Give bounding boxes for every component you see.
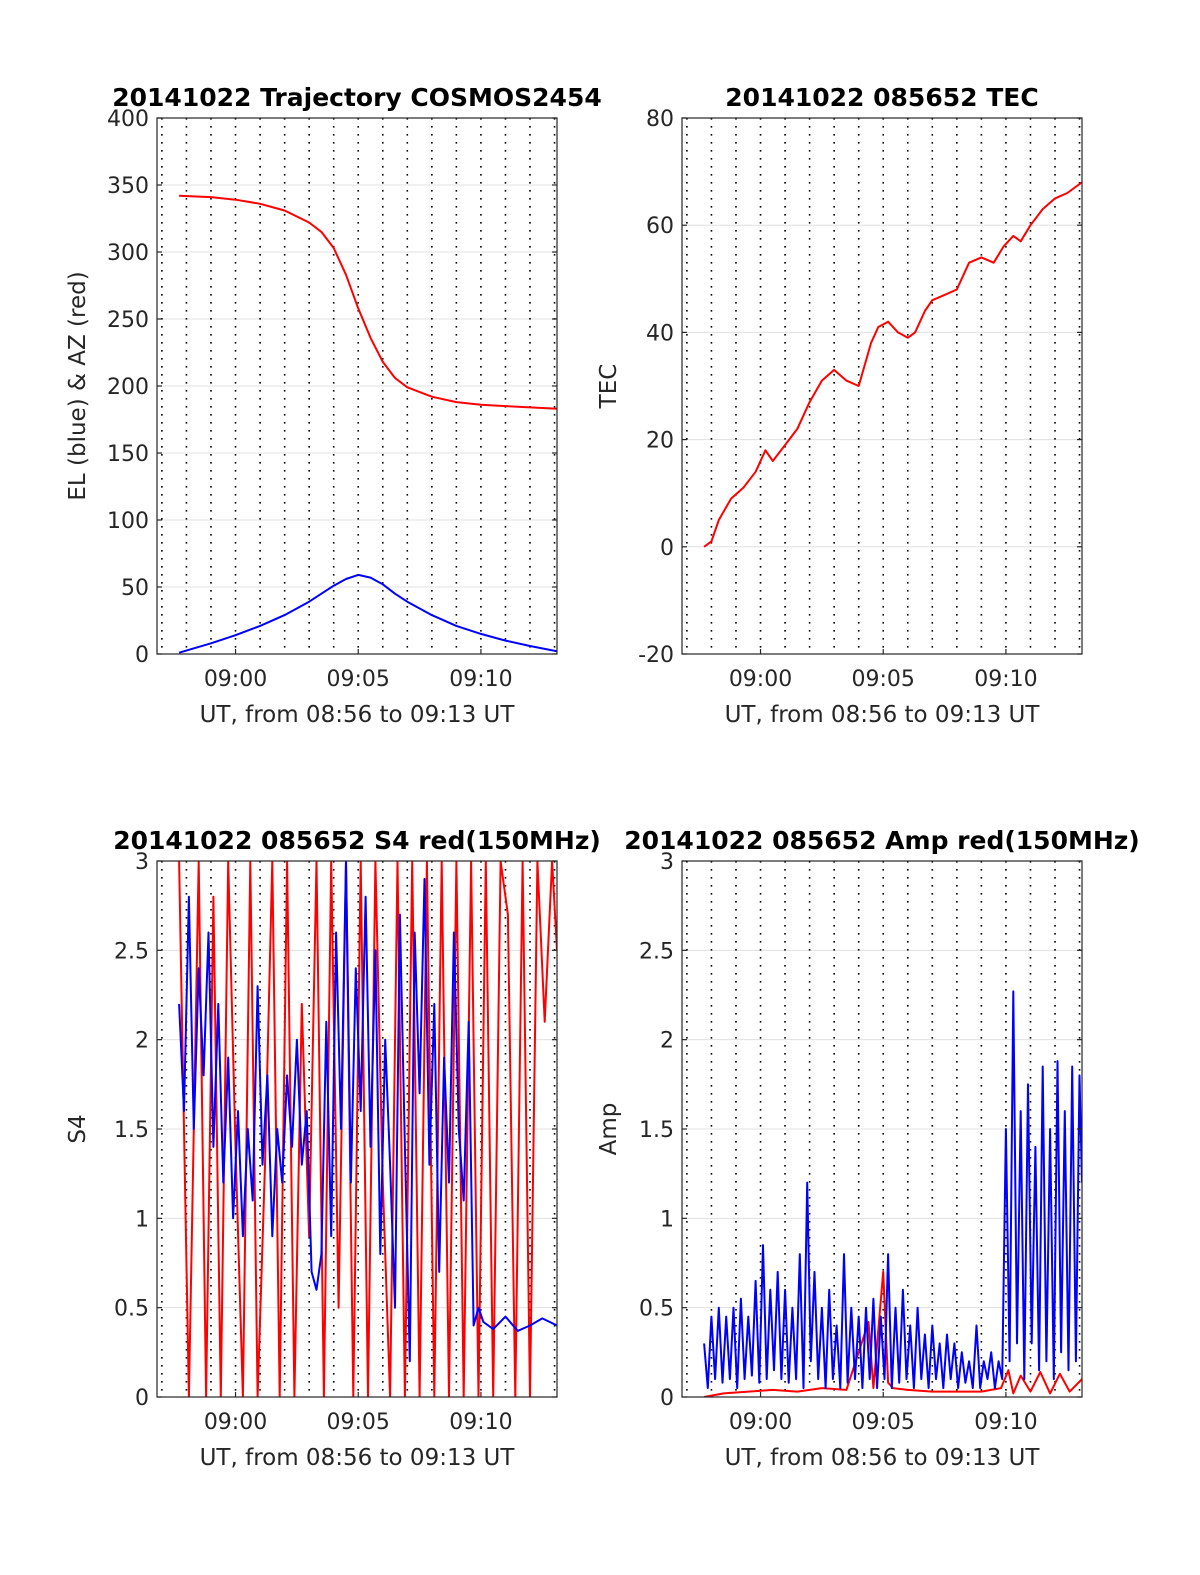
s4-ytick-label: 2.5 [114,939,149,964]
s4-xtick-label: 09:05 [327,1410,390,1435]
tec-xlabel: UT, from 08:56 to 09:13 UT [725,702,1041,728]
amp-series-blue [703,990,1082,1390]
trajectory-ytick-label: 250 [107,308,149,333]
s4-ytick-label: 2 [135,1029,149,1054]
trajectory-series-red [179,194,557,410]
amp-ytick-label: 0.5 [639,1297,674,1322]
trajectory-panel: 0 50 100 150 200 250 300 350 400 09:00 09:05 09:10 2… [65,83,602,728]
amp-panel: 0 0.5 1 1.5 2 2.5 3 09:00 09:05 09:10 20141022 085… [596,826,1140,1471]
trajectory-ytick-label: 400 [107,107,149,132]
trajectory-xtick-label: 09:00 [204,667,267,692]
trajectory-xtick-label: 09:05 [327,667,390,692]
s4-series-blue [178,861,557,1363]
s4-ytick-label: 1.5 [114,1118,149,1143]
tec-ytick-label: 80 [646,107,674,132]
tec-ytick-label: 20 [646,429,674,454]
trajectory-ytick-label: 0 [135,643,149,668]
amp-series-red [703,1270,1082,1397]
amp-xtick-label: 09:10 [974,1410,1037,1435]
s4-xtick-label: 09:00 [204,1410,267,1435]
s4-ytick-label: 1 [135,1207,149,1232]
tec-ytick-label: 40 [646,321,674,346]
trajectory-ytick-label: 100 [107,509,149,534]
tec-axes-box [681,117,1083,655]
tec-panel: -20 0 20 40 60 80 09:00 09:05 09:10 20141022 0856… [596,83,1083,728]
s4-title: 20141022 085652 S4 red(150MHz) [113,826,601,855]
s4-ytick-label: 0.5 [114,1297,149,1322]
tec-ytick-label: -20 [638,643,674,668]
tec-title: 20141022 085652 TEC [725,83,1038,112]
amp-title: 20141022 085652 Amp red(150MHz) [624,826,1140,855]
amp-ytick-label: 1 [660,1207,674,1232]
trajectory-ytick-label: 50 [121,576,149,601]
tec-ytick-label: 0 [660,536,674,561]
trajectory-xlabel: UT, from 08:56 to 09:13 UT [200,702,516,728]
amp-xtick-label: 09:05 [852,1410,915,1435]
amp-ytick-label: 3 [660,850,674,875]
amp-ytick-label: 0 [660,1386,674,1411]
amp-xtick-label: 09:00 [729,1410,792,1435]
s4-xtick-label: 09:10 [449,1410,512,1435]
tec-xtick-label: 09:00 [729,667,792,692]
tec-series-red [703,181,1082,548]
trajectory-ytick-label: 200 [107,375,149,400]
trajectory-ytick-label: 150 [107,442,149,467]
trajectory-ylabel: EL (blue) & AZ (red) [65,271,91,500]
tec-ytick-label: 60 [646,214,674,239]
amp-ylabel: Amp [596,1103,622,1156]
s4-ytick-label: 3 [135,850,149,875]
amp-ytick-label: 2.5 [639,939,674,964]
s4-ytick-label: 0 [135,1386,149,1411]
amp-ytick-label: 2 [660,1029,674,1054]
tec-xtick-label: 09:10 [974,667,1037,692]
tec-xtick-label: 09:05 [852,667,915,692]
amp-xlabel: UT, from 08:56 to 09:13 UT [725,1445,1041,1471]
trajectory-ytick-label: 300 [107,241,149,266]
s4-ylabel: S4 [65,1114,91,1143]
trajectory-series-blue [178,573,557,654]
trajectory-xtick-label: 09:10 [449,667,512,692]
s4-panel: 0 0.5 1 1.5 2 2.5 3 09:00 09:05 09:10 20141022 085… [65,826,601,1471]
amp-ytick-label: 1.5 [639,1118,674,1143]
trajectory-title: 20141022 Trajectory COSMOS2454 [112,83,602,112]
trajectory-ytick-label: 350 [107,174,149,199]
s4-xlabel: UT, from 08:56 to 09:13 UT [200,1445,516,1471]
tec-ylabel: TEC [596,364,622,410]
